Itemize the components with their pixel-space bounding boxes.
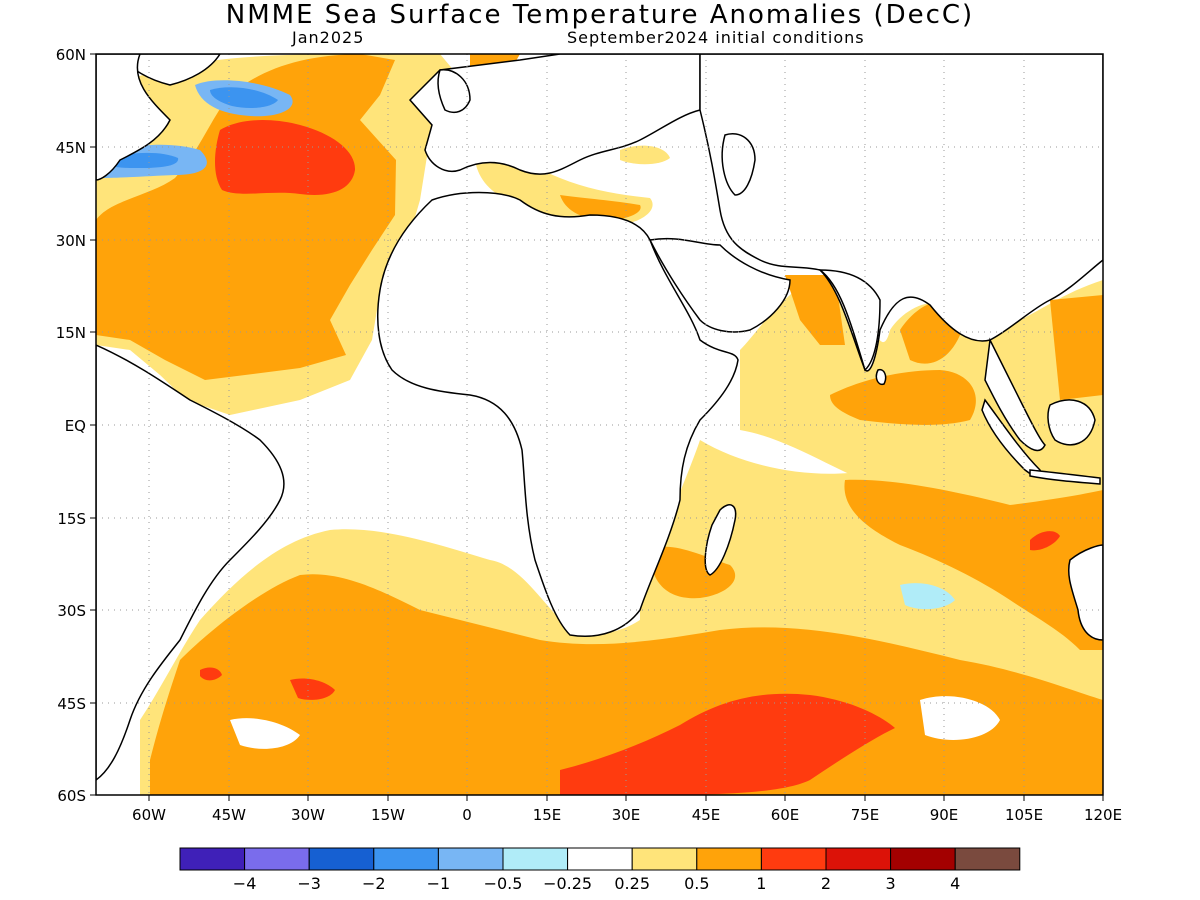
colorbar-label: −2: [362, 874, 386, 893]
lon-label: 30E: [612, 806, 641, 824]
lat-label: 15N: [56, 324, 86, 342]
lon-label: 60W: [132, 806, 166, 824]
colorbar-swatch: [631, 847, 698, 871]
colorbar-swatch: [179, 847, 246, 871]
lon-label: 15W: [371, 806, 405, 824]
coastlines: [96, 54, 1103, 781]
lon-label: 45W: [212, 806, 246, 824]
colorbar-label: 0.25: [614, 874, 650, 893]
borneo-outline: [1047, 399, 1096, 446]
anomaly-region-south-indian-warm: [844, 479, 1103, 650]
colorbar-label: 3: [886, 874, 896, 893]
south-america-outline: [96, 344, 285, 781]
lon-label: 120E: [1084, 806, 1122, 824]
colorbar-label: −0.25: [543, 874, 592, 893]
colorbar-swatch: [954, 847, 1021, 871]
north-america-outline: [96, 54, 171, 181]
lat-label: EQ: [65, 417, 86, 435]
uk-outline: [437, 69, 471, 113]
lon-label: 60E: [771, 806, 800, 824]
anomaly-region-south-atlantic-strong: [200, 667, 895, 795]
colorbar-label: −3: [297, 874, 321, 893]
anomaly-region-irminger-colder: [210, 87, 278, 108]
colorbar-swatch: [244, 847, 310, 871]
longitude-axis: 60W 45W 30W 15W 0 15E 30E 45E 60E 75E 90…: [132, 806, 1122, 824]
colorbar-swatch: [437, 847, 504, 871]
lon-label: 45E: [692, 806, 721, 824]
colorbar-label: 0.5: [684, 874, 709, 893]
sri-lanka-outline: [875, 368, 887, 386]
lon-label: 0: [462, 806, 472, 824]
map-title: NMME Sea Surface Temperature Anomalies (…: [225, 0, 975, 30]
lat-label: 45N: [56, 139, 86, 157]
europe-outline: [408, 54, 701, 175]
australia-outline: [1067, 544, 1103, 641]
initial-conditions-label: September2024 initial conditions: [567, 28, 865, 47]
colorbar-swatch: [373, 847, 439, 871]
lat-label: 45S: [57, 695, 86, 713]
colorbar-label: 2: [821, 874, 831, 893]
asia-outline: [699, 54, 1103, 372]
anomaly-region-mid-atlantic-strong: [215, 120, 356, 195]
lon-label: 105E: [1005, 806, 1043, 824]
lat-label: 60N: [56, 46, 86, 64]
colorbar-swatch: [890, 847, 956, 871]
indochina-outline: [984, 337, 1046, 452]
anomaly-region-south-indian-strong: [1030, 531, 1060, 551]
colorbar-swatch: [567, 847, 633, 871]
colorbar-swatch: [308, 847, 375, 871]
lat-label: 30S: [57, 602, 86, 620]
colorbar-swatch: [696, 847, 762, 871]
anomaly-region-south-indian-cool: [900, 583, 955, 610]
lat-label: 60S: [57, 787, 86, 805]
colorbar-swatch: [502, 847, 569, 871]
colorbar-label: −4: [233, 874, 257, 893]
anomaly-region-south-atlantic-white: [230, 696, 1000, 749]
lat-label: 15S: [57, 510, 86, 528]
java-outline: [1029, 469, 1101, 485]
colorbar: −4 −3 −2 −1 −0.5 −0.25 0.25 0.5 1 2 3 4: [179, 847, 1021, 893]
anomaly-region-north-indian-warm: [785, 275, 1103, 425]
colorbar-label: 4: [950, 874, 960, 893]
colorbar-swatch: [825, 847, 892, 871]
lon-label: 75E: [851, 806, 880, 824]
lon-label: 90E: [930, 806, 959, 824]
colorbar-swatch: [760, 847, 827, 871]
tick-marks: [90, 53, 1104, 801]
forecast-month: Jan2025: [292, 28, 365, 47]
lon-label: 30W: [291, 806, 325, 824]
colorbar-label: 1: [756, 874, 766, 893]
anomaly-region-black-sea: [620, 145, 670, 165]
africa-outline: [376, 191, 739, 637]
colorbar-label: −0.5: [484, 874, 523, 893]
lat-label: 30N: [56, 232, 86, 250]
arabia-outline: [648, 237, 791, 333]
latitude-axis: 60N 45N 30N 15N EQ 15S 30S 45S 60S: [56, 46, 86, 805]
madagascar-outline: [704, 504, 737, 576]
colorbar-label: −1: [427, 874, 451, 893]
anomaly-region-mediterranean-warm: [560, 195, 641, 221]
lon-label: 15E: [533, 806, 562, 824]
caspian-outline: [721, 133, 756, 196]
